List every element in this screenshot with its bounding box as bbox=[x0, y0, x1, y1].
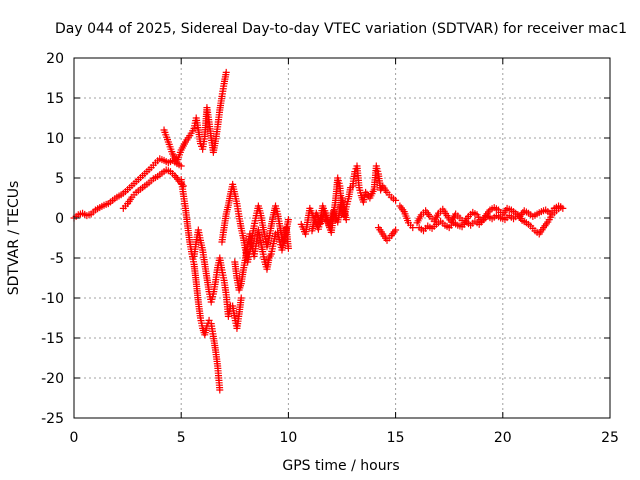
data-point bbox=[284, 244, 292, 252]
x-tick-label: 0 bbox=[70, 430, 79, 446]
y-tick-label: -5 bbox=[50, 251, 64, 267]
y-axis-label: SDTVAR / TECUs bbox=[6, 181, 22, 296]
y-tick-label: 20 bbox=[46, 51, 64, 67]
data-layer bbox=[70, 68, 567, 394]
x-axis-label: GPS time / hours bbox=[282, 458, 399, 474]
x-tick-label: 15 bbox=[387, 430, 405, 446]
data-point bbox=[557, 203, 565, 211]
y-tick-label: -20 bbox=[41, 371, 64, 387]
y-tick-label: 15 bbox=[46, 91, 64, 107]
x-tick-label: 10 bbox=[279, 430, 297, 446]
y-tick-label: 0 bbox=[55, 211, 64, 227]
x-tick-label: 20 bbox=[494, 430, 512, 446]
data-point bbox=[177, 162, 185, 170]
x-tick-label: 25 bbox=[601, 430, 619, 446]
y-tick-label: 10 bbox=[46, 131, 64, 147]
data-point bbox=[342, 216, 350, 224]
y-tick-label: -10 bbox=[41, 291, 64, 307]
y-tick-label: 5 bbox=[55, 171, 64, 187]
data-point bbox=[237, 294, 245, 302]
data-point bbox=[216, 386, 224, 394]
y-tick-label: -25 bbox=[41, 411, 64, 427]
x-tick-label: 5 bbox=[177, 430, 186, 446]
data-point bbox=[284, 216, 292, 224]
data-point bbox=[392, 196, 400, 204]
grid-layer bbox=[74, 58, 610, 418]
y-tick-label: -15 bbox=[41, 331, 64, 347]
data-point bbox=[222, 68, 230, 76]
data-point bbox=[409, 224, 417, 232]
data-point bbox=[392, 226, 400, 234]
axis-layer: 0 5 10 15 20 25 -25 -20 -15 -10 -5 0 5 10 15 20 bbox=[41, 51, 619, 446]
plot-frame bbox=[73, 57, 611, 419]
chart-title: Day 044 of 2025, Sidereal Day-to-day VTE… bbox=[55, 21, 627, 37]
